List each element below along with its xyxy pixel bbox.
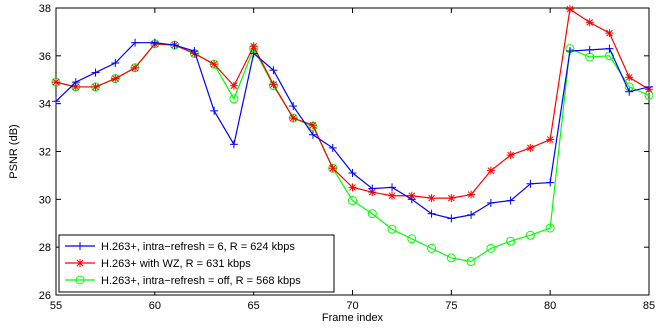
data-point xyxy=(269,66,278,75)
data-point xyxy=(526,179,535,188)
data-point xyxy=(91,82,100,91)
data-point xyxy=(466,257,476,267)
data-point xyxy=(407,234,417,244)
legend-marker xyxy=(75,275,85,285)
legend-label: H.263+, intra−refresh = 6, R = 624 kbps xyxy=(101,241,295,253)
y-tick-label: 26 xyxy=(39,290,51,302)
data-point xyxy=(625,87,634,96)
data-point xyxy=(170,41,179,50)
x-tick-label: 60 xyxy=(149,300,161,312)
data-point xyxy=(367,209,377,219)
x-tick-label: 75 xyxy=(445,300,457,312)
data-point xyxy=(328,164,337,173)
data-point xyxy=(486,198,495,207)
data-point xyxy=(368,184,377,193)
data-point xyxy=(52,97,60,106)
data-point xyxy=(427,243,437,253)
data-point xyxy=(506,196,515,205)
data-point xyxy=(486,166,495,175)
data-point xyxy=(447,194,456,203)
data-point xyxy=(447,214,456,223)
data-point xyxy=(249,42,258,51)
y-tick-label: 34 xyxy=(39,99,51,111)
data-point xyxy=(289,102,298,111)
data-point xyxy=(446,253,456,263)
data-point xyxy=(52,78,60,87)
legend-item: H.263+, intra−refresh = off, R = 568 kbp… xyxy=(65,275,301,287)
data-point xyxy=(585,18,594,27)
data-point xyxy=(526,143,535,152)
x-tick-label: 70 xyxy=(346,300,358,312)
data-point xyxy=(506,236,516,246)
legend-item: H.263+ with WZ, R = 631 kbps xyxy=(65,258,251,270)
data-point xyxy=(427,194,436,203)
data-point xyxy=(289,114,298,123)
data-point xyxy=(348,169,357,178)
data-point xyxy=(308,121,317,130)
data-point xyxy=(565,47,574,56)
x-tick-label: 55 xyxy=(50,300,62,312)
data-point xyxy=(131,38,140,47)
y-tick-label: 28 xyxy=(39,242,51,254)
data-point xyxy=(111,74,120,83)
legend-item: H.263+, intra−refresh = 6, R = 624 kbps xyxy=(65,241,295,253)
data-point xyxy=(388,191,397,200)
data-point xyxy=(190,47,199,56)
data-point xyxy=(150,38,159,47)
data-point xyxy=(467,190,476,199)
data-point xyxy=(348,196,357,206)
data-point xyxy=(388,183,397,192)
x-tick-label: 85 xyxy=(643,300,655,312)
data-point xyxy=(585,45,594,54)
legend: H.263+, intra−refresh = 6, R = 624 kbps H… xyxy=(58,234,335,293)
data-point xyxy=(565,5,574,14)
y-tick-label: 36 xyxy=(39,51,51,63)
data-point xyxy=(467,210,476,219)
data-point xyxy=(545,223,555,233)
data-point xyxy=(308,130,317,139)
data-point xyxy=(486,243,496,253)
data-point xyxy=(645,82,653,91)
data-point xyxy=(249,49,258,58)
y-tick-label: 32 xyxy=(39,147,51,159)
legend-box xyxy=(58,234,335,293)
data-point xyxy=(605,29,614,38)
data-point xyxy=(605,44,614,53)
data-point xyxy=(407,195,416,204)
data-point xyxy=(229,81,238,90)
data-point xyxy=(625,73,634,82)
legend-label: H.263+, intra−refresh = off, R = 568 kbp… xyxy=(101,275,301,287)
x-axis-label: Frame index xyxy=(322,312,384,324)
data-point xyxy=(71,78,80,87)
data-point xyxy=(546,135,555,144)
legend-marker xyxy=(76,242,84,250)
data-point xyxy=(506,151,515,160)
data-point xyxy=(348,183,357,192)
legend-marker xyxy=(76,259,84,267)
data-point xyxy=(210,60,219,69)
data-point xyxy=(525,230,535,240)
data-point xyxy=(210,106,219,115)
y-tick-label: 30 xyxy=(39,194,51,206)
data-point xyxy=(111,59,120,68)
data-point xyxy=(229,94,239,104)
data-point xyxy=(229,140,238,149)
data-point xyxy=(91,68,100,77)
data-point xyxy=(387,224,397,234)
series-0 xyxy=(52,38,653,223)
data-point xyxy=(328,143,337,152)
data-point xyxy=(427,209,436,218)
y-tick-label: 38 xyxy=(39,3,51,15)
y-axis-label: PSNR (dB) xyxy=(8,124,20,178)
data-point xyxy=(546,178,555,187)
data-point xyxy=(269,80,278,89)
x-tick-label: 80 xyxy=(544,300,556,312)
data-point xyxy=(131,63,140,72)
legend-label: H.263+ with WZ, R = 631 kbps xyxy=(101,258,251,270)
x-tick-label: 65 xyxy=(248,300,260,312)
